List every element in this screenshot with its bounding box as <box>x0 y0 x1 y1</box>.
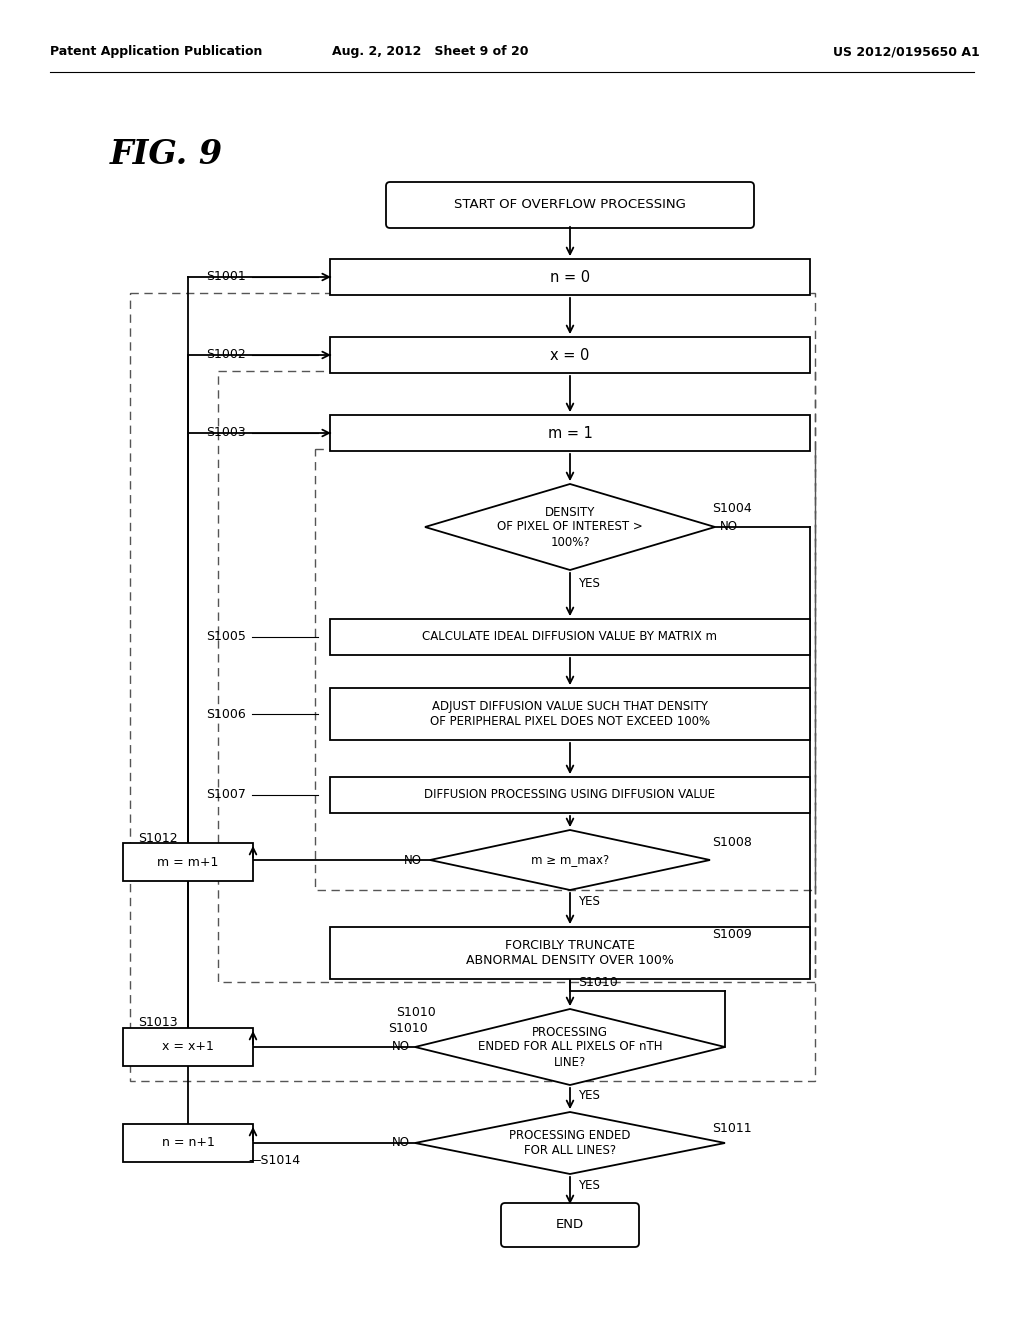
Text: S1010: S1010 <box>396 1006 436 1019</box>
Text: FIG. 9: FIG. 9 <box>110 139 223 172</box>
Text: YES: YES <box>578 895 600 908</box>
Text: n = n+1: n = n+1 <box>162 1137 214 1150</box>
Text: S1013: S1013 <box>138 1016 178 1030</box>
Text: S1012: S1012 <box>138 832 178 845</box>
Text: n = 0: n = 0 <box>550 269 590 285</box>
Bar <box>330 259 810 294</box>
Text: YES: YES <box>578 577 600 590</box>
Text: —S1014: —S1014 <box>248 1154 300 1167</box>
Text: START OF OVERFLOW PROCESSING: START OF OVERFLOW PROCESSING <box>454 198 686 211</box>
Bar <box>330 777 810 813</box>
Text: PROCESSING ENDED
FOR ALL LINES?: PROCESSING ENDED FOR ALL LINES? <box>509 1129 631 1158</box>
FancyBboxPatch shape <box>501 1203 639 1247</box>
Text: DIFFUSION PROCESSING USING DIFFUSION VALUE: DIFFUSION PROCESSING USING DIFFUSION VAL… <box>424 788 716 801</box>
Text: x = 0: x = 0 <box>550 347 590 363</box>
Bar <box>218 371 815 982</box>
Text: END: END <box>556 1218 584 1232</box>
Text: ADJUST DIFFUSION VALUE SUCH THAT DENSITY
OF PERIPHERAL PIXEL DOES NOT EXCEED 100: ADJUST DIFFUSION VALUE SUCH THAT DENSITY… <box>430 700 710 729</box>
Text: PROCESSING
ENDED FOR ALL PIXELS OF nTH
LINE?: PROCESSING ENDED FOR ALL PIXELS OF nTH L… <box>478 1026 663 1068</box>
Text: S1008: S1008 <box>712 837 752 850</box>
Text: NO: NO <box>404 854 422 866</box>
Text: S1009: S1009 <box>712 928 752 941</box>
Bar <box>315 449 815 890</box>
Text: m = m+1: m = m+1 <box>158 855 219 869</box>
Text: S1007: S1007 <box>206 788 246 801</box>
Bar <box>330 927 810 979</box>
Bar <box>330 337 810 374</box>
Text: NO: NO <box>392 1137 410 1150</box>
Text: DENSITY
OF PIXEL OF INTEREST >
100%?: DENSITY OF PIXEL OF INTEREST > 100%? <box>497 506 643 549</box>
Text: m ≥ m_max?: m ≥ m_max? <box>530 854 609 866</box>
Text: S1003: S1003 <box>206 426 246 440</box>
Bar <box>123 843 253 880</box>
Text: S1005: S1005 <box>206 631 246 644</box>
Text: S1010: S1010 <box>578 975 617 989</box>
Polygon shape <box>430 830 710 890</box>
Text: S1010: S1010 <box>388 1022 428 1035</box>
Bar <box>330 619 810 655</box>
Text: YES: YES <box>578 1089 600 1102</box>
Text: S1001: S1001 <box>206 271 246 284</box>
FancyBboxPatch shape <box>386 182 754 228</box>
Text: NO: NO <box>392 1040 410 1053</box>
Text: x = x+1: x = x+1 <box>162 1040 214 1053</box>
Text: NO: NO <box>720 520 738 533</box>
Text: S1002: S1002 <box>206 348 246 362</box>
Polygon shape <box>415 1111 725 1173</box>
Bar <box>130 293 815 1081</box>
Text: US 2012/0195650 A1: US 2012/0195650 A1 <box>834 45 980 58</box>
Bar <box>123 1028 253 1067</box>
Text: YES: YES <box>578 1179 600 1192</box>
Text: FORCIBLY TRUNCATE
ABNORMAL DENSITY OVER 100%: FORCIBLY TRUNCATE ABNORMAL DENSITY OVER … <box>466 939 674 968</box>
Text: CALCULATE IDEAL DIFFUSION VALUE BY MATRIX m: CALCULATE IDEAL DIFFUSION VALUE BY MATRI… <box>423 631 718 644</box>
Text: S1011: S1011 <box>712 1122 752 1134</box>
Text: S1004: S1004 <box>712 502 752 515</box>
Bar <box>330 688 810 741</box>
Text: Patent Application Publication: Patent Application Publication <box>50 45 262 58</box>
Text: S1006: S1006 <box>206 708 246 721</box>
Polygon shape <box>415 1008 725 1085</box>
Text: Aug. 2, 2012   Sheet 9 of 20: Aug. 2, 2012 Sheet 9 of 20 <box>332 45 528 58</box>
Polygon shape <box>425 484 715 570</box>
Bar <box>123 1125 253 1162</box>
Bar <box>330 414 810 451</box>
Text: m = 1: m = 1 <box>548 425 593 441</box>
